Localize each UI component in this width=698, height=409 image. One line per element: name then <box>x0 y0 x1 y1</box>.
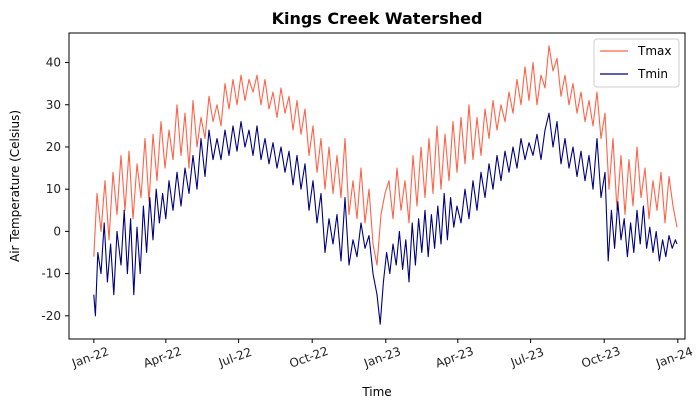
y-tick-label: 0 <box>53 224 61 238</box>
series-line-tmax <box>93 45 678 266</box>
y-axis: -20 -10 0 10 20 30 40 <box>41 56 69 323</box>
series-line-tmin <box>93 112 678 325</box>
chart-title: Kings Creek Watershed <box>272 9 483 28</box>
legend-label-tmin: Tmin <box>637 67 668 81</box>
legend-label-tmax: Tmax <box>637 44 671 58</box>
legend: Tmax Tmin <box>593 38 680 88</box>
y-tick-label: 20 <box>46 140 61 154</box>
plot-area <box>93 45 678 325</box>
y-axis-label: Air Temperature (Celsius) <box>8 110 22 262</box>
y-tick-label: 10 <box>46 182 61 196</box>
x-axis-label: Time <box>361 385 391 399</box>
y-tick-label: -20 <box>41 309 61 323</box>
plot-frame <box>68 32 686 340</box>
y-tick-label: 30 <box>46 98 61 112</box>
y-tick-label: 40 <box>46 56 61 70</box>
y-tick-label: -10 <box>41 267 61 281</box>
